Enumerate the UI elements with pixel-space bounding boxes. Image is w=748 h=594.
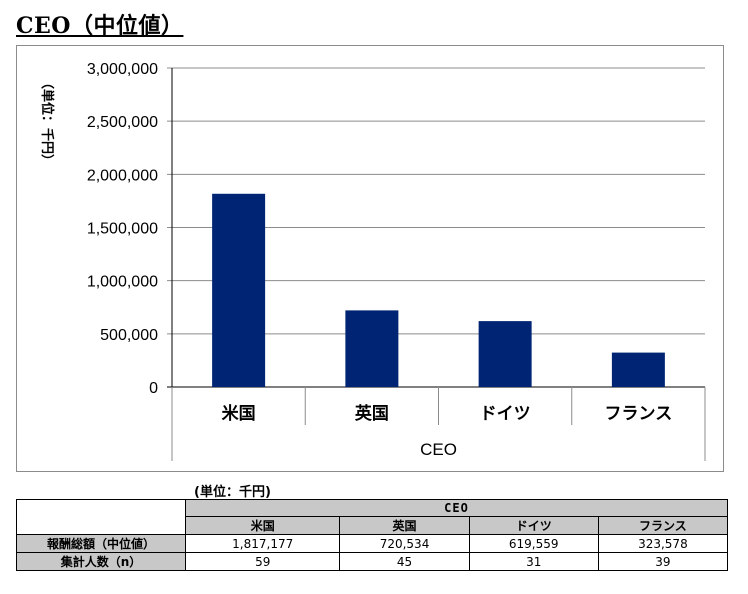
table-corner-cell (16, 499, 186, 535)
row-label-sample-count: 集計人数（n） (16, 552, 186, 571)
y-tick-label: 2,500,000 (87, 114, 158, 131)
table-cell: 1,817,177 (184, 534, 341, 553)
table-cell: 720,534 (339, 534, 470, 553)
x-tick-label: 米国 (222, 403, 256, 424)
table-header-row: CEO (16, 499, 728, 535)
row-label-total-compensation: 報酬総額（中位値） (16, 534, 186, 553)
y-tick-label: 500,000 (100, 327, 158, 344)
table-cell: 31 (468, 552, 599, 571)
y-tick-label: 1,500,000 (87, 221, 158, 238)
y-tick-label: 2,000,000 (87, 167, 158, 184)
column-header-uk: 英国 (339, 516, 470, 535)
column-header-france: フランス (597, 516, 729, 535)
x-tick-label: 英国 (355, 403, 389, 424)
chart-area: 0 500,000 1,000,000 1,500,000 2,000,000 2,500… (16, 45, 724, 472)
column-header-germany: ドイツ (468, 516, 599, 535)
x-axis-label: CEO (420, 440, 457, 459)
table-unit-note: (単位：千円) (194, 485, 271, 500)
bar-0 (212, 193, 266, 387)
x-tick-label: ドイツ (480, 404, 531, 424)
table-cell: 39 (597, 552, 729, 571)
table-row: 報酬総額（中位値） 1,817,177 720,534 619,559 323,… (16, 534, 729, 553)
bar-3 (611, 352, 665, 387)
table-cell: 45 (339, 552, 470, 571)
table-row: 集計人数（n） 59 45 31 39 (16, 552, 729, 571)
table-cell: 323,578 (597, 534, 729, 553)
y-tick-label: 0 (149, 380, 158, 397)
data-table: CEO 米国 英国 ドイツ フランス 報酬総額（中位値） 1,817,177 7… (16, 499, 729, 571)
x-tick-label: フランス (605, 404, 673, 424)
y-tick-label: 1,000,000 (87, 274, 158, 291)
column-header-us: 米国 (184, 516, 341, 535)
page-title: CEO（中位値） (16, 13, 184, 39)
table-cell: 619,559 (468, 534, 599, 553)
bar-1 (345, 310, 399, 387)
bar-2 (478, 321, 532, 387)
table-cell: 59 (184, 552, 341, 571)
table-group-header: CEO (185, 499, 728, 517)
y-tick-label: 3,000,000 (87, 61, 158, 78)
table-column-header-row: 米国 英国 ドイツ フランス (17, 516, 729, 535)
y-axis-label: （単位：千円） (39, 76, 55, 167)
bar-chart: 0 500,000 1,000,000 1,500,000 2,000,000 2,500… (39, 61, 706, 461)
